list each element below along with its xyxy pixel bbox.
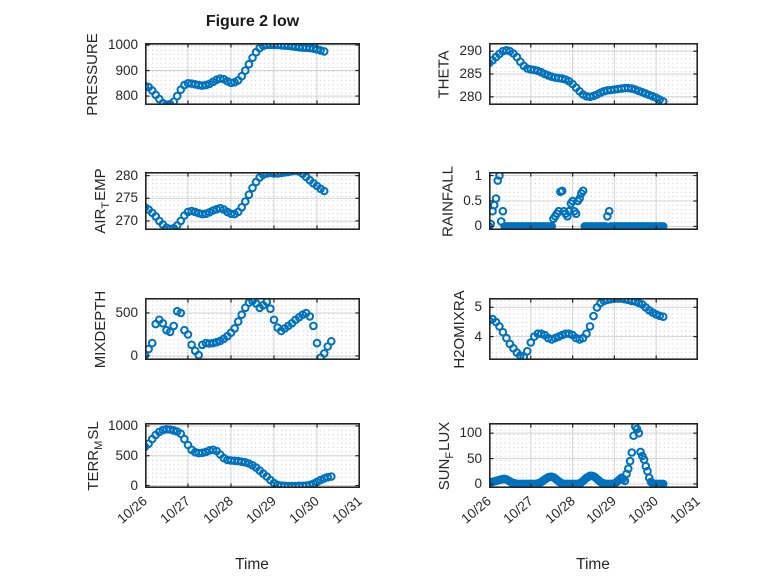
axes-frame (145, 43, 360, 105)
subplot-sun-flux: SUNFLUX 0 50 100 10/26 10/27 10/28 10/29 10/30 1… (436, 421, 703, 526)
axes-frame (145, 172, 360, 230)
plot-area-theta (489, 43, 698, 105)
subplot-air-temp: AIRTEMP 270 275 280 (92, 168, 360, 234)
plot-area-sun_flux (489, 423, 698, 488)
y-tick-label: 0 (130, 477, 138, 493)
ylabel-text: EMP (91, 168, 109, 201)
y-tick-label: 900 (115, 62, 138, 78)
y-axis-label-pressure: PRESSURE (84, 32, 104, 116)
ylabel-text: TERR (84, 449, 102, 491)
y-axis-label-sun-flux: SUNFLUX (435, 421, 456, 490)
y-tick-label: 800 (115, 88, 138, 104)
y-axis-label-rainfall: RAINFALL (439, 165, 460, 237)
x-axis-title-right: Time (576, 556, 610, 573)
axes-frame (489, 298, 698, 360)
axes-frame (489, 43, 698, 105)
y-tick-label: 500 (115, 304, 138, 320)
tick-marks (489, 44, 698, 104)
tick-marks (489, 173, 698, 229)
ylabel-text: H2OMIXRA (450, 290, 468, 369)
y-axis-label-theta: THETA (435, 49, 456, 99)
subplot-terr-msl: TERRMSL 0 500 1000 10/26 10/27 10/28 10/29 10/3… (84, 419, 365, 527)
plot-area-terr_msl (145, 423, 360, 488)
y-tick-label: 290 (459, 43, 482, 59)
axes-frame (489, 423, 698, 488)
ylabel-text: PRESSURE (84, 33, 102, 116)
y-tick-label: 285 (459, 65, 482, 81)
major-grid (145, 172, 360, 230)
y-tick-label: 280 (459, 88, 482, 104)
y-axis-label-terr-msl: TERRMSL (84, 420, 105, 491)
y-tick-label: 500 (115, 447, 138, 463)
ylabel-text: LUX (435, 421, 453, 451)
axes-frame (145, 423, 360, 488)
ylabel-text: SL (84, 420, 102, 440)
ylabel-subscript: M (92, 440, 105, 450)
y-tick-label: 1000 (107, 37, 138, 53)
plot-area-air_temp (145, 172, 360, 230)
y-tick-label: 100 (459, 425, 482, 441)
ylabel-text: AIR (91, 208, 109, 234)
data-markers (489, 46, 668, 105)
subplot-pressure: PRESSURE 800 900 1000 (84, 33, 360, 116)
x-axis-title-left: Time (235, 556, 269, 573)
figure-title: Figure 2 low (205, 13, 300, 30)
ylabel-text: THETA (435, 50, 453, 99)
y-tick-label: 270 (115, 212, 138, 228)
axes-frame (489, 172, 698, 230)
tick-marks (145, 424, 360, 487)
ylabel-subscript: T (99, 201, 112, 209)
y-tick-label: 275 (115, 190, 138, 206)
plot-area-rainfall (489, 172, 698, 230)
data-markers (145, 298, 336, 360)
y-axis-label-air-temp: AIRTEMP (91, 168, 112, 234)
y-tick-label: 0 (130, 347, 138, 363)
plot-area-pressure (145, 43, 360, 105)
y-tick-label: 50 (466, 450, 482, 466)
tick-marks (145, 173, 360, 229)
tick-marks (489, 299, 698, 359)
y-tick-label: 4 (474, 328, 482, 344)
ylabel-text: SUN (435, 458, 453, 490)
plot-area-mixdepth (145, 298, 360, 360)
ylabel-text: RAINFALL (439, 166, 457, 237)
subplot-h2omixra: H2OMIXRA 4 5 (451, 290, 698, 369)
y-tick-label: 0.5 (463, 192, 482, 208)
tick-marks (489, 424, 698, 487)
tick-marks (145, 299, 360, 359)
subplot-rainfall: RAINFALL 0 0.5 1 (440, 166, 698, 237)
ylabel-text: MIXDEPTH (91, 290, 109, 369)
ylabel-subscript: F (443, 451, 456, 459)
subplot-mixdepth: MIXDEPTH 0 500 (92, 291, 360, 368)
y-axis-label-h2omixra: H2OMIXRA (450, 289, 471, 369)
y-tick-label: 1000 (107, 417, 138, 433)
y-tick-label: 0 (474, 218, 482, 234)
y-tick-label: 5 (474, 299, 482, 315)
y-tick-label: 280 (115, 167, 138, 183)
y-tick-label: 1 (474, 167, 482, 183)
subplot-theta: THETA 280 285 290 (436, 43, 698, 105)
plot-area-h2omixra (489, 298, 698, 360)
y-axis-label-mixdepth: MIXDEPTH (91, 290, 112, 369)
major-grid (145, 423, 360, 488)
data-markers (145, 43, 329, 105)
axes-frame (145, 298, 360, 360)
tick-marks (145, 44, 360, 104)
y-tick-label: 0 (474, 475, 482, 491)
